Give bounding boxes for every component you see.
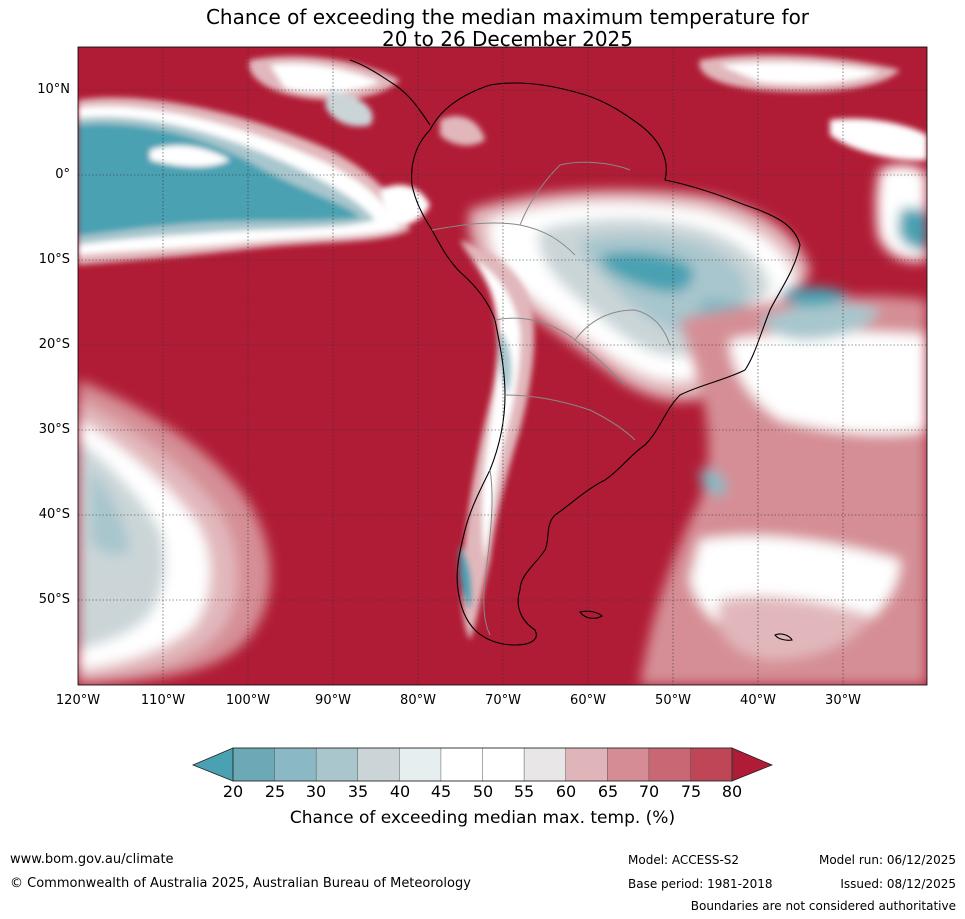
- south-america-coastline: [411, 82, 801, 646]
- copyright-text: © Commonwealth of Australia 2025, Austra…: [10, 876, 471, 891]
- colorbar-tick: 60: [555, 782, 577, 801]
- colorbar-segment: [607, 747, 650, 782]
- colorbar-tick: 30: [305, 782, 327, 801]
- colorbar-segment: [648, 747, 692, 782]
- colorbar-frame: [232, 747, 733, 782]
- country-borders: [431, 161, 671, 636]
- southwest-pacific-neutral-zone: [78, 380, 271, 685]
- falklands-outline: [579, 610, 603, 619]
- colorbar-segment: [357, 747, 401, 782]
- website-link[interactable]: www.bom.gov.au/climate: [10, 852, 174, 867]
- lat-label-30s: 30°S: [38, 422, 70, 437]
- colorbar-tick: 70: [638, 782, 660, 801]
- lat-label-40s: 40°S: [38, 507, 70, 522]
- colorbar-segment: [274, 747, 317, 782]
- colorbar-tick: 55: [513, 782, 535, 801]
- model-name: Model: ACCESS-S2: [628, 853, 740, 867]
- colorbar-tick: 20: [222, 782, 244, 801]
- map-title-line2: 20 to 26 December 2025: [381, 27, 633, 51]
- map-frame: [77, 46, 928, 686]
- andes-neutral-strip: [459, 240, 535, 640]
- colorbar-tick: 75: [680, 782, 702, 801]
- lon-label-90w: 90°W: [315, 693, 351, 708]
- colorbar-low-arrow: [193, 748, 233, 781]
- colorbar-label: Chance of exceeding median max. temp. (%…: [289, 808, 676, 828]
- central-america-coastline: [349, 59, 431, 126]
- colorbar-tick: 45: [430, 782, 452, 801]
- south-atlantic-mixed-field: [640, 164, 927, 685]
- graticule: [78, 47, 927, 685]
- model-run-date: Model run: 06/12/2025: [818, 853, 956, 867]
- lon-label-50w: 50°W: [655, 693, 691, 708]
- lon-label-100w: 100°W: [225, 693, 271, 708]
- lat-label-50s: 50°S: [38, 592, 70, 607]
- colorbar-high-arrow: [732, 748, 772, 781]
- base-period: Base period: 1981-2018: [628, 877, 773, 891]
- colorbar-tick: 25: [264, 782, 286, 801]
- lon-label-60w: 60°W: [570, 693, 606, 708]
- issued-date: Issued: 08/12/2025: [840, 877, 956, 891]
- forecast-probability-field: [78, 47, 927, 685]
- lon-label-110w: 110°W: [140, 693, 186, 708]
- colorbar-segment: [232, 747, 276, 782]
- coastlines: [349, 59, 801, 646]
- lon-label-120w: 120°W: [55, 693, 101, 708]
- map-title-line1: Chance of exceeding the median maximum t…: [205, 5, 810, 29]
- lon-label-70w: 70°W: [485, 693, 521, 708]
- colorbar-tick: 80: [721, 782, 743, 801]
- colorbar: [191, 747, 774, 782]
- lon-label-80w: 80°W: [400, 693, 436, 708]
- northern-pacific-patches: [249, 56, 400, 127]
- north-atlantic-patches: [699, 54, 927, 161]
- colorbar-segment: [399, 747, 442, 782]
- lon-label-30w: 30°W: [825, 693, 861, 708]
- colorbar-tick: 65: [597, 782, 619, 801]
- lon-label-40w: 40°W: [740, 693, 776, 708]
- colorbar-segment: [482, 747, 525, 782]
- lat-label-0: 0°: [55, 167, 70, 182]
- colorbar-segment: [523, 747, 567, 782]
- colorbar-tick: 40: [389, 782, 411, 801]
- lat-label-10n: 10°N: [37, 82, 70, 97]
- colorbar-segment: [440, 747, 484, 782]
- colorbar-segment: [565, 747, 609, 782]
- lat-label-10s: 10°S: [38, 252, 70, 267]
- colorbar-tick: 35: [347, 782, 369, 801]
- colorbar-tick: 50: [472, 782, 494, 801]
- northern-south-america-patches: [380, 116, 485, 225]
- south-georgia-outline: [774, 633, 793, 641]
- eastern-pacific-cool-anomaly: [78, 97, 410, 265]
- colorbar-segment: [315, 747, 359, 782]
- boundaries-disclaimer: Boundaries are not considered authoritat…: [690, 899, 956, 913]
- colorbar-segment: [690, 747, 733, 782]
- lat-label-20s: 20°S: [38, 337, 70, 352]
